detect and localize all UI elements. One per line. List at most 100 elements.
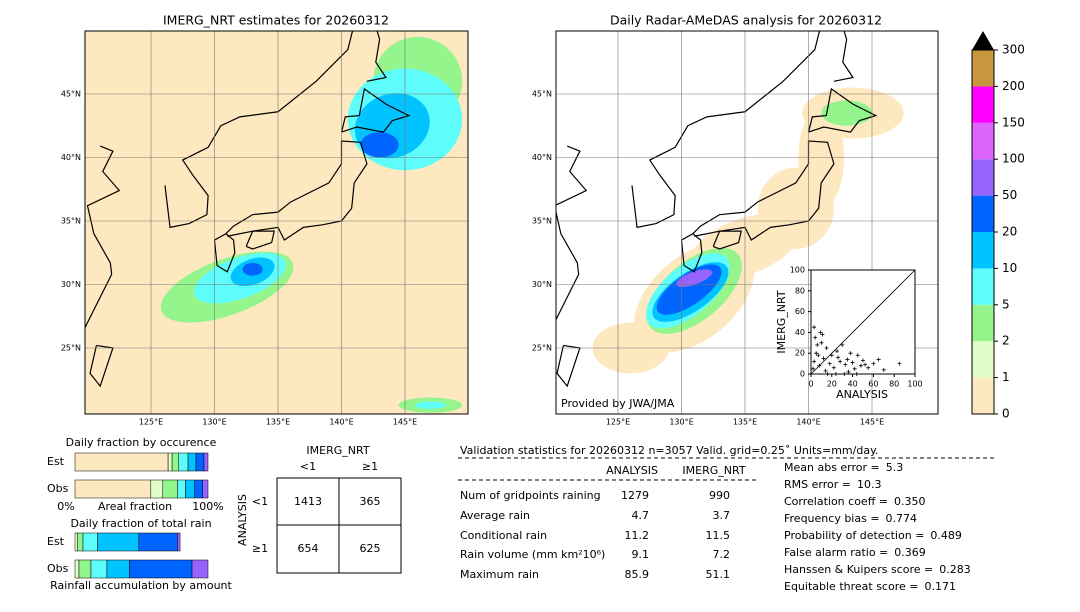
x-tick-label: 100: [907, 380, 922, 389]
lat-label: 35°N: [61, 217, 81, 226]
axis-label: Areal fraction: [98, 500, 172, 513]
point: [812, 359, 817, 364]
row-label: Est: [47, 455, 65, 468]
diagonal: [810, 269, 916, 375]
fraction-segment: [97, 532, 140, 552]
precip-area: [360, 132, 399, 158]
table-cell: 11.2: [625, 529, 650, 542]
coastline: [556, 344, 581, 388]
point: [813, 335, 818, 340]
lat-label: 35°N: [532, 217, 552, 226]
fraction-segment: [203, 452, 209, 472]
point: [852, 366, 857, 371]
score-value: 5.3: [886, 461, 904, 474]
lon-label: 145°E: [393, 418, 417, 427]
table-cell: 9.1: [632, 548, 650, 561]
table-cell: 3.7: [713, 509, 731, 522]
score-value: 0.350: [894, 495, 926, 508]
score: RMS error = 10.3: [784, 478, 881, 491]
score: Mean abs error = 5.3: [784, 461, 903, 474]
lon-label: 145°E: [860, 418, 884, 427]
colorbar-extend: [972, 31, 994, 50]
colorbar-label: 2: [1002, 334, 1010, 348]
score-label: RMS error =: [784, 478, 851, 491]
x-tick-label: 20: [827, 380, 837, 389]
score: Hanssen & Kuipers score = 0.283: [784, 563, 971, 576]
chart-title: Daily fraction of total rain: [70, 517, 211, 530]
lon-label: 125°E: [139, 418, 163, 427]
map-title: IMERG_NRT estimates for 20260312: [163, 13, 389, 28]
lon-label: 135°E: [266, 418, 290, 427]
map-frame: [84, 30, 469, 415]
score-label: Mean abs error =: [784, 461, 880, 474]
table-cell: 365: [360, 495, 381, 508]
point: [815, 342, 820, 347]
lon-label: 125°E: [606, 418, 630, 427]
fraction-segment: [194, 479, 203, 499]
table-header: IMERG_NRT: [306, 444, 369, 457]
fraction-segment: [171, 452, 179, 472]
score-value: 10.3: [857, 478, 882, 491]
row-label: Obs: [47, 482, 69, 495]
point: [863, 362, 868, 367]
lat-label: 30°N: [61, 280, 81, 289]
score-label: Frequency bias =: [784, 512, 880, 525]
coastline: [213, 232, 236, 273]
point: [855, 353, 860, 358]
point: [881, 367, 886, 372]
coastline: [680, 232, 703, 273]
score: Frequency bias = 0.774: [784, 512, 917, 525]
axis-label: Rainfall accumulation by amount: [50, 579, 232, 592]
lat-label: 45°N: [61, 90, 81, 99]
point: [840, 342, 845, 347]
colorbar-label: 300: [1002, 43, 1025, 57]
x-tick-label: 0: [808, 380, 813, 389]
y-tick-label: 100: [790, 266, 805, 275]
point: [814, 351, 819, 356]
colorbar-segment: [972, 86, 994, 123]
row-label: Obs: [47, 562, 69, 575]
colorbar-segment: [972, 195, 994, 232]
lon-label: 140°E: [329, 418, 353, 427]
score: Correlation coeff = 0.350: [784, 495, 926, 508]
table-cell: 85.9: [625, 568, 650, 581]
colorbar-segment: [972, 159, 994, 196]
score-value: 0.369: [894, 546, 926, 559]
score-label: Probability of detection =: [784, 529, 924, 542]
y-tick-label: 80: [795, 286, 805, 295]
colorbar-segment: [972, 304, 994, 342]
lon-label: 130°E: [202, 418, 226, 427]
x-tick-label: 60: [868, 380, 878, 389]
lat-label: 25°N: [532, 344, 552, 353]
colorbar-segment: [972, 341, 994, 378]
fraction-segment: [74, 479, 152, 499]
point: [831, 365, 836, 370]
fraction-segment: [82, 532, 98, 552]
score: False alarm ratio = 0.369: [784, 546, 926, 559]
point: [818, 330, 823, 335]
coastline: [164, 31, 354, 229]
coastline: [833, 31, 854, 82]
lon-label: 140°E: [796, 418, 820, 427]
precip-area: [242, 262, 263, 276]
map: [85, 31, 468, 414]
colorbar-segment: [972, 377, 994, 414]
point: [829, 353, 834, 358]
coastline: [85, 145, 121, 329]
fraction-segment: [191, 559, 209, 579]
point: [846, 369, 851, 374]
fraction-segment: [74, 452, 169, 472]
coastline: [712, 230, 742, 250]
point: [871, 361, 876, 366]
score-value: 0.774: [886, 512, 918, 525]
table-header: <1: [300, 460, 316, 473]
y-tick-label: 20: [795, 349, 805, 358]
lat-label: 40°N: [61, 153, 81, 162]
coastline: [366, 31, 387, 82]
fraction-segment: [185, 479, 195, 499]
lon-label: 135°E: [733, 418, 757, 427]
coastline: [340, 87, 411, 133]
colorbar-label: 150: [1002, 115, 1025, 129]
point: [835, 349, 839, 354]
